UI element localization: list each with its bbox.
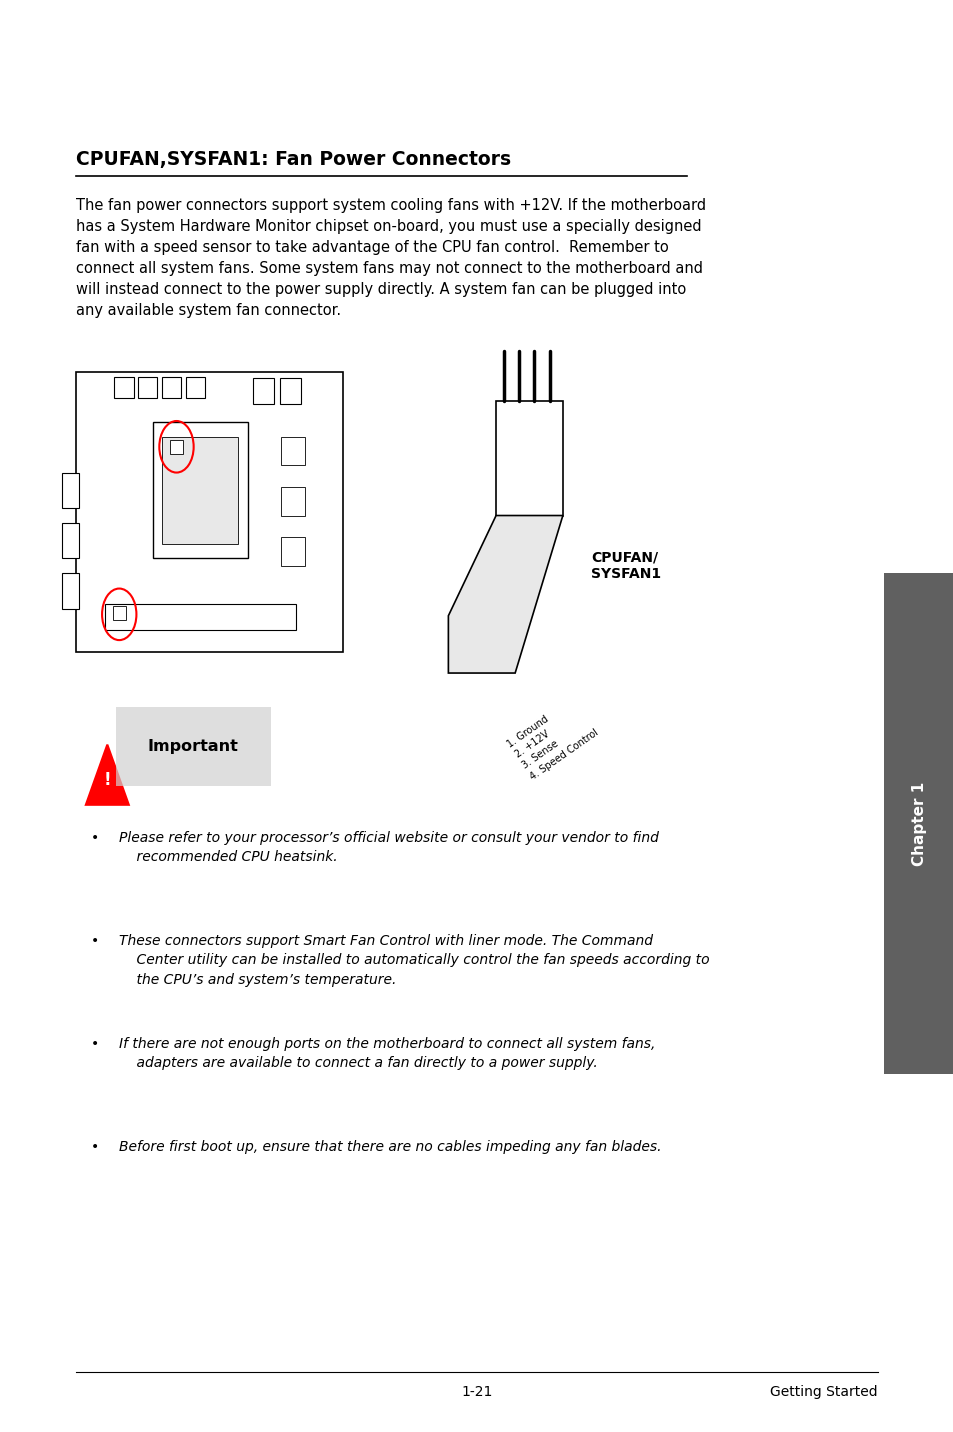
Bar — [281, 537, 305, 566]
Text: •: • — [91, 1140, 99, 1154]
Text: !: ! — [104, 772, 111, 789]
Text: •: • — [91, 1037, 99, 1051]
Text: If there are not enough ports on the motherboard to connect all system fans,
   : If there are not enough ports on the mot… — [119, 1037, 655, 1070]
Text: Getting Started: Getting Started — [769, 1385, 877, 1399]
Bar — [281, 437, 305, 465]
Polygon shape — [86, 745, 129, 805]
Bar — [105, 604, 295, 630]
Bar — [62, 473, 79, 508]
Text: These connectors support Smart Fan Control with liner mode. The Command
    Cent: These connectors support Smart Fan Contr… — [119, 934, 709, 987]
Bar — [62, 523, 79, 558]
Text: CPUFAN/
SYSFAN1: CPUFAN/ SYSFAN1 — [591, 550, 661, 581]
FancyBboxPatch shape — [880, 547, 953, 1100]
Bar — [162, 437, 238, 544]
Bar — [62, 573, 79, 609]
Bar — [76, 372, 343, 652]
Bar — [281, 487, 305, 516]
Text: CPUFAN,SYSFAN1: Fan Power Connectors: CPUFAN,SYSFAN1: Fan Power Connectors — [76, 150, 511, 169]
Bar — [186, 377, 205, 398]
Bar — [152, 422, 248, 558]
Polygon shape — [448, 516, 562, 673]
Bar — [162, 377, 181, 398]
Text: Important: Important — [148, 739, 238, 753]
Bar — [112, 606, 126, 620]
Bar — [253, 378, 274, 404]
Text: Please refer to your processor’s official website or consult your vendor to find: Please refer to your processor’s officia… — [119, 831, 659, 863]
Text: •: • — [91, 934, 99, 948]
Text: Before first boot up, ensure that there are no cables impeding any fan blades.: Before first boot up, ensure that there … — [119, 1140, 661, 1154]
Text: 1-21: 1-21 — [461, 1385, 492, 1399]
Bar — [114, 377, 133, 398]
Text: •: • — [91, 831, 99, 845]
Bar — [138, 377, 157, 398]
Text: The fan power connectors support system cooling fans with +12V. If the motherboa: The fan power connectors support system … — [76, 198, 706, 318]
Text: Chapter 1: Chapter 1 — [911, 782, 925, 865]
Bar — [279, 378, 300, 404]
Text: 1. Ground
2. +12V
3. Sense
4. Speed Control: 1. Ground 2. +12V 3. Sense 4. Speed Cont… — [505, 695, 599, 782]
Bar — [170, 440, 183, 454]
Polygon shape — [496, 401, 562, 516]
